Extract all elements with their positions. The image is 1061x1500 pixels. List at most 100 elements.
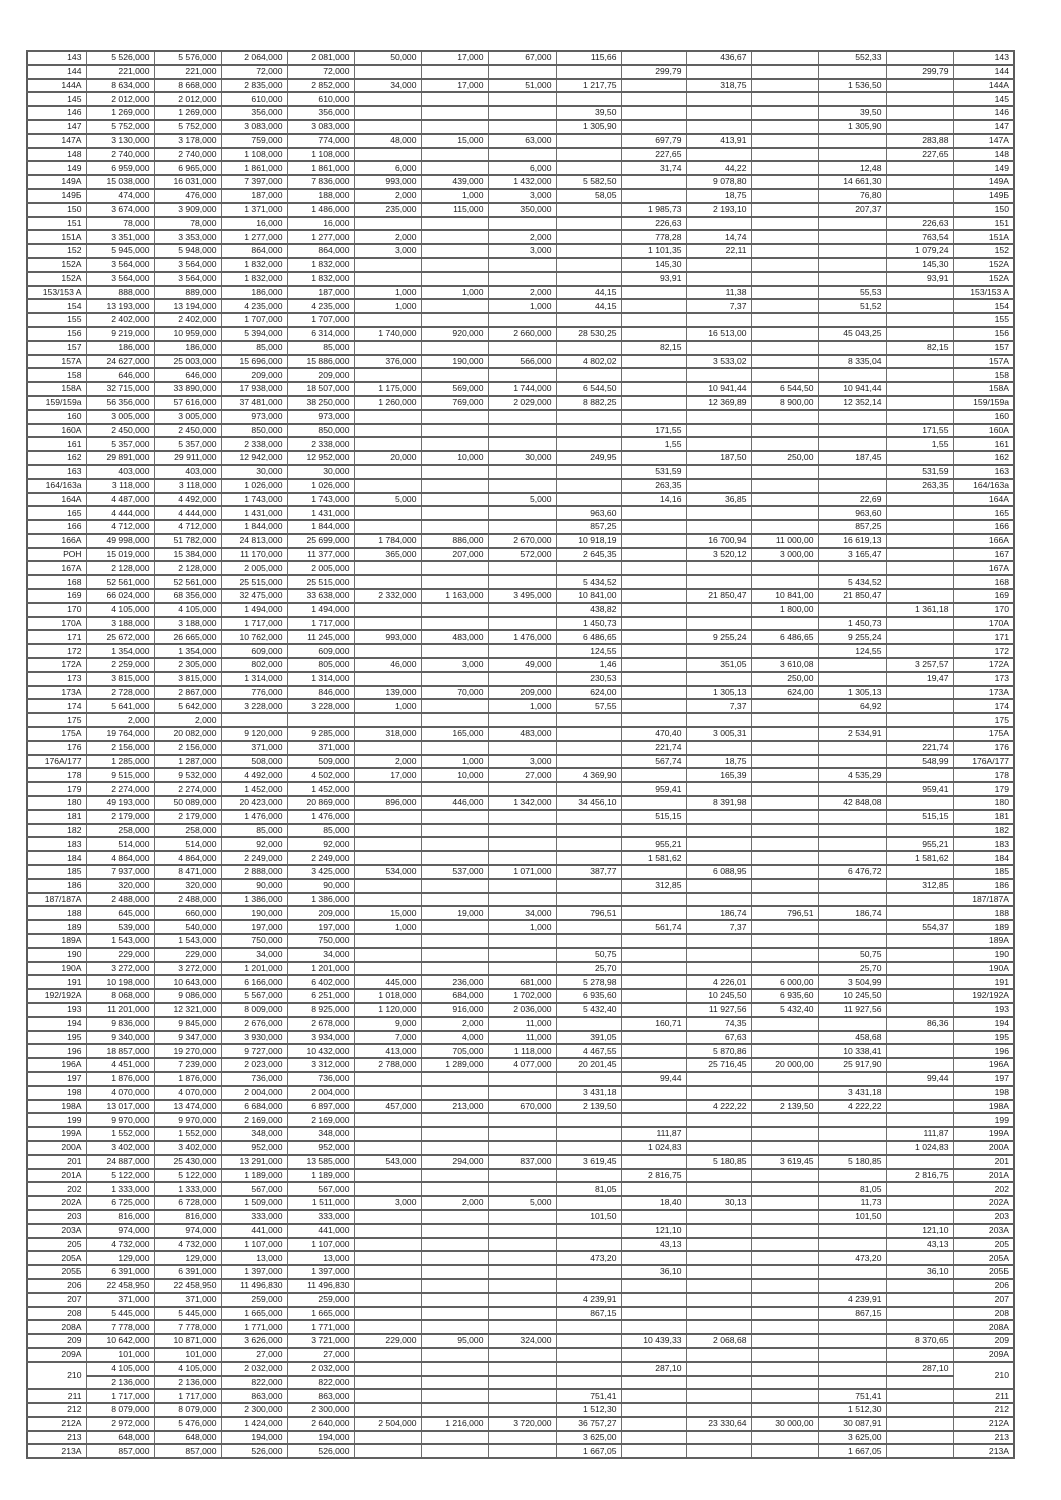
table-row: 203A 974,000 974,000 441,000 441,000 121,10 12… xyxy=(26,1222,1015,1239)
value-cell xyxy=(620,643,687,660)
value-cell: 229,000 xyxy=(153,946,222,963)
value-cell: 15 696,000 xyxy=(220,353,288,370)
row-id-right-cell: 152 xyxy=(952,243,1015,259)
value-cell: 1 707,000 xyxy=(286,312,355,328)
value-cell: 371,000 xyxy=(220,739,288,756)
value-cell: 1 486,000 xyxy=(286,201,355,218)
value-cell: 67,000 xyxy=(487,50,557,66)
value-cell xyxy=(817,339,887,356)
value-cell xyxy=(750,712,819,729)
value-cell: 3 431,18 xyxy=(817,1084,887,1101)
value-cell: 769,000 xyxy=(420,394,489,411)
value-cell xyxy=(420,1139,489,1156)
value-cell: 1 269,000 xyxy=(85,105,155,121)
value-cell: 736,000 xyxy=(220,1070,288,1087)
value-cell: 4 732,000 xyxy=(85,1236,155,1253)
value-cell: 2,000 xyxy=(487,284,557,301)
value-cell: 29 891,000 xyxy=(85,450,155,466)
table-row: 179 2 274,000 2 274,000 1 452,000 1 452,000 9… xyxy=(26,781,1015,798)
value-cell xyxy=(750,77,819,94)
value-cell: 22 458,950 xyxy=(153,1277,222,1294)
value-cell: 2,000 xyxy=(420,1015,489,1032)
value-cell: 4 070,000 xyxy=(85,1084,155,1101)
value-cell xyxy=(555,850,622,867)
value-cell: 2 338,000 xyxy=(220,436,288,453)
value-cell xyxy=(885,298,954,315)
table-row: 159/159a 56 356,000 57 616,000 37 481,000 38… xyxy=(26,394,1015,411)
row-id-left-cell: 187/187A xyxy=(26,891,87,908)
value-cell: 705,000 xyxy=(420,1043,489,1060)
value-cell xyxy=(885,50,954,66)
value-cell: 973,000 xyxy=(286,408,355,425)
value-cell xyxy=(420,946,489,963)
value-cell xyxy=(817,312,887,328)
value-cell: 837,000 xyxy=(487,1153,557,1170)
value-cell xyxy=(685,822,752,839)
value-cell xyxy=(817,1167,887,1184)
table-row: 151 78,000 78,000 16,000 16,000 226,63 226,63 1… xyxy=(26,215,1015,232)
value-cell: 2 259,000 xyxy=(85,657,155,673)
value-cell xyxy=(750,408,819,425)
value-cell xyxy=(420,519,489,535)
value-cell xyxy=(620,1374,687,1391)
value-cell: 552,33 xyxy=(817,50,887,66)
value-cell: 2 816,75 xyxy=(620,1167,687,1184)
value-cell: 5,000 xyxy=(487,1195,557,1211)
value-cell xyxy=(885,77,954,94)
value-cell: 567,000 xyxy=(220,1181,288,1198)
value-cell: 7,37 xyxy=(685,298,752,315)
value-cell: 24 813,000 xyxy=(220,532,288,549)
value-cell: 30,000 xyxy=(286,463,355,480)
value-cell: 6 725,000 xyxy=(85,1195,155,1211)
value-cell xyxy=(620,1208,687,1225)
value-cell xyxy=(420,1360,489,1377)
value-cell: 1 494,000 xyxy=(220,601,288,618)
value-cell: 32 715,000 xyxy=(85,381,155,397)
row-id-left-cell: 184 xyxy=(26,850,87,867)
value-cell: 101,50 xyxy=(817,1208,887,1225)
value-cell xyxy=(555,933,622,949)
value-cell: 3 351,000 xyxy=(85,229,155,246)
value-cell: 287,10 xyxy=(620,1360,687,1377)
value-cell xyxy=(220,712,288,729)
value-cell: 2 023,000 xyxy=(220,1057,288,1073)
table-row: 209A 101,000 101,000 27,000 27,000 209A xyxy=(26,1346,1015,1363)
value-cell xyxy=(750,1388,819,1405)
value-cell xyxy=(885,1153,954,1170)
value-cell: 188,000 xyxy=(286,187,355,204)
value-cell xyxy=(555,63,622,80)
value-cell xyxy=(487,808,557,825)
row-id-right-cell: 205A xyxy=(952,1250,1015,1267)
value-cell: 3 188,000 xyxy=(153,615,222,632)
value-cell: 610,000 xyxy=(286,91,355,108)
row-id-right-cell: 179 xyxy=(952,781,1015,798)
value-cell: 531,59 xyxy=(885,463,954,480)
value-cell: 49,000 xyxy=(487,657,557,673)
value-cell: 3 930,000 xyxy=(220,1029,288,1046)
value-cell xyxy=(487,477,557,494)
table-row: 192/192A 8 068,000 9 086,000 5 567,000 6 251… xyxy=(26,988,1015,1004)
value-cell xyxy=(817,215,887,232)
value-cell xyxy=(685,463,752,480)
row-id-right-cell: 147 xyxy=(952,118,1015,135)
value-cell: 1 277,000 xyxy=(286,229,355,246)
value-cell: 17,000 xyxy=(420,77,489,94)
row-id-right-cell: 175A xyxy=(952,726,1015,742)
value-cell xyxy=(555,1139,622,1156)
value-cell: 34,000 xyxy=(353,77,422,94)
value-cell xyxy=(685,1346,752,1363)
value-cell: 2 888,000 xyxy=(220,864,288,880)
value-cell: 263,35 xyxy=(885,477,954,494)
value-cell xyxy=(685,1291,752,1308)
row-id-right-cell: 149 xyxy=(952,160,1015,177)
value-cell: 2 012,000 xyxy=(85,91,155,108)
value-cell: 2 193,10 xyxy=(685,201,752,218)
value-cell xyxy=(620,450,687,466)
value-cell: 5 394,000 xyxy=(220,325,288,342)
value-cell xyxy=(620,574,687,591)
row-id-right-cell: 210 xyxy=(952,1360,1015,1391)
value-cell: 207,37 xyxy=(817,201,887,218)
row-id-right-cell: 150 xyxy=(952,201,1015,218)
value-cell xyxy=(353,1181,422,1198)
value-cell: 4 077,000 xyxy=(487,1057,557,1073)
